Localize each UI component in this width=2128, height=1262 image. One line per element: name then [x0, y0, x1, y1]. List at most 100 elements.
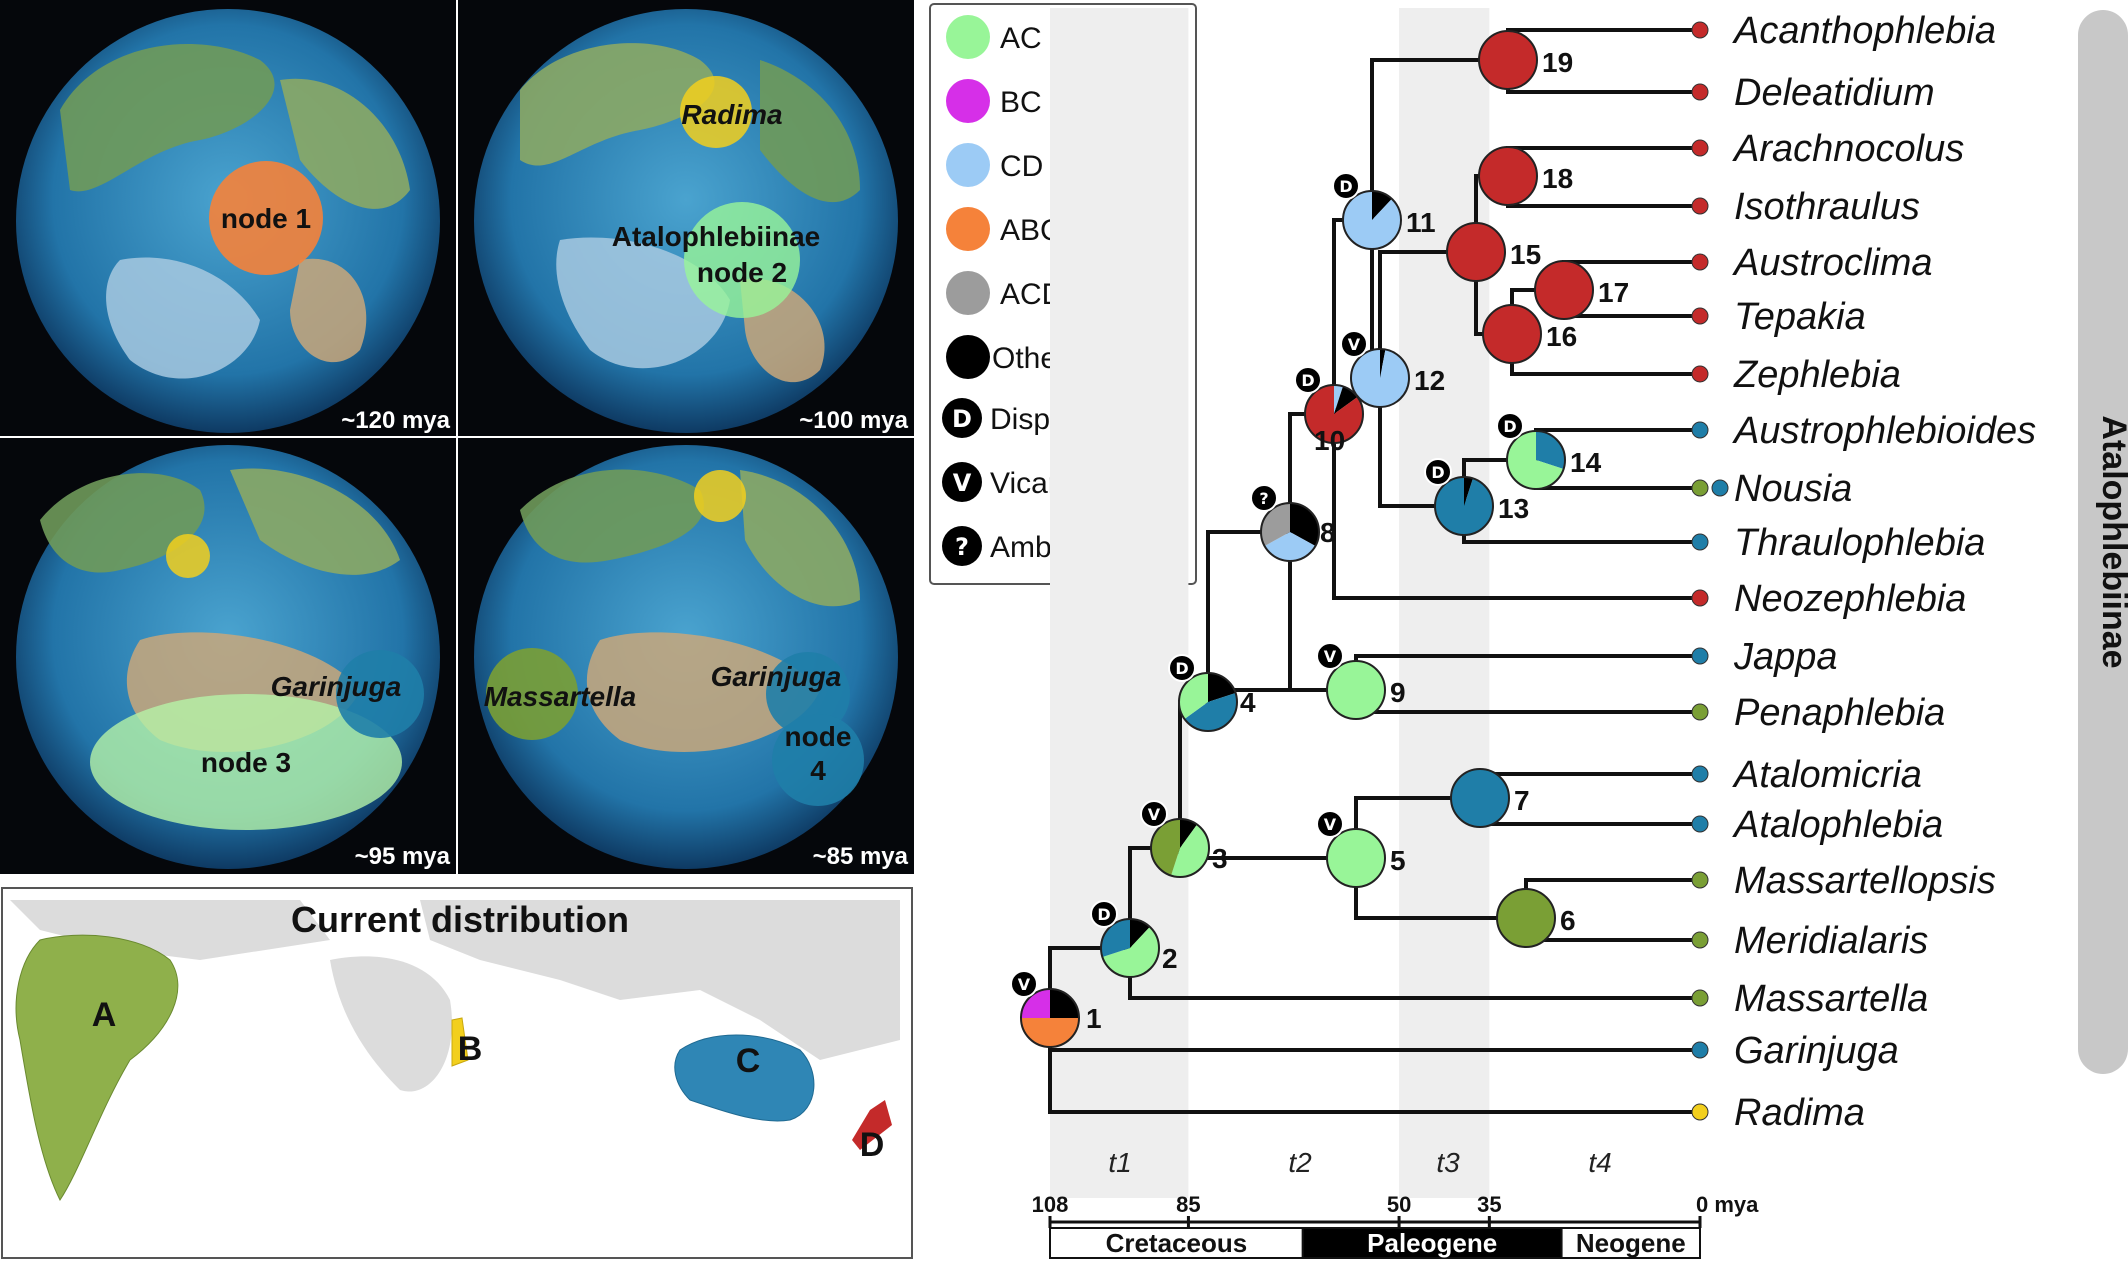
node-pie-4: [1178, 672, 1238, 732]
node-number-15: 15: [1510, 239, 1541, 270]
tip-area-dot: [1691, 871, 1709, 889]
node-number-10: 10: [1314, 425, 1345, 456]
globe-label-node-3: node 3: [201, 747, 291, 778]
branch-node-7: [1478, 798, 1700, 826]
taxon-label: Tepakia: [1734, 296, 1866, 338]
tip-area-dot: [1691, 533, 1709, 551]
node-number-5: 5: [1390, 845, 1406, 876]
node-pie-9: [1326, 660, 1386, 720]
node-number-4: 4: [1240, 687, 1256, 718]
node-pie-16: [1482, 304, 1542, 364]
node-number-9: 9: [1390, 677, 1406, 708]
globe-label-node-4a: node: [785, 721, 852, 752]
branch-node-7: [1478, 772, 1700, 798]
taxon-label: Garinjuga: [1734, 1030, 1899, 1072]
phylogeny: Acanthophlebia Deleatidium Arachnocolus Iso…: [1010, 8, 2036, 1259]
event-badge-5: [1316, 810, 1344, 838]
legend-swatch-6: [946, 335, 990, 379]
globe-label-massartella: Massartella: [484, 681, 637, 712]
branch-node-11: [1370, 58, 1508, 220]
tip-area-dot: [1691, 197, 1709, 215]
map-label-d: D: [860, 1126, 885, 1164]
tip-area-dot: [1691, 703, 1709, 721]
tip-area-dot: [1691, 253, 1709, 271]
node-number-18: 18: [1542, 163, 1573, 194]
clade-label: Atalophlebiinae: [2095, 415, 2128, 668]
event-badge-symbol-13: D: [1431, 463, 1444, 482]
globe-label-node-1: node 1: [221, 203, 311, 234]
branch-radima: [1048, 1018, 1700, 1114]
node-3-area-bubble: [90, 694, 402, 830]
node-pie-17: [1534, 260, 1594, 320]
taxon-label: Deleatidium: [1734, 72, 1935, 114]
radima-area-bubble: [166, 534, 210, 578]
node-pie-7: [1450, 768, 1510, 828]
globe-panel-2: Radima Atalophlebiinae node 2 ~100 mya: [458, 0, 914, 436]
globe-label-garinjuga: Garinjuga: [271, 671, 402, 702]
node-pie-18: [1478, 146, 1538, 206]
node-pie-1: [1020, 988, 1080, 1048]
map-label-b: B: [458, 1030, 483, 1068]
period-box-1: [1049, 1227, 1304, 1259]
current-distribution-map: Current distribution A B C D: [1, 887, 913, 1259]
taxon-label: Acanthophlebia: [1732, 10, 1996, 52]
event-badge-13: [1424, 458, 1452, 486]
node-number-3: 3: [1212, 843, 1228, 874]
legend-event-symbol-3: ?: [955, 533, 969, 561]
globe-label-atalophlebiinae: Atalophlebiinae: [612, 221, 820, 252]
legend-event-symbol-1: D: [952, 405, 972, 433]
radima-area-bubble: [680, 76, 752, 148]
taxon-label: Neozephlebia: [1734, 578, 1966, 620]
globe-age-95: ~95 mya: [355, 843, 451, 870]
tip-area-dot: [1691, 1103, 1709, 1121]
tip-area-dot: [1711, 479, 1729, 497]
node-number-7: 7: [1514, 785, 1530, 816]
node-pie-12: [1350, 348, 1410, 408]
event-badge-8: [1250, 484, 1278, 512]
node-pie-5: [1326, 828, 1386, 888]
node-4-area-bubble: [772, 714, 864, 806]
taxon-label: Massartellopsis: [1734, 860, 1996, 902]
event-badge-symbol-5: V: [1324, 815, 1337, 834]
time-axis-label: 85: [1176, 1192, 1200, 1217]
period-label-3: Neogene: [1576, 1228, 1686, 1258]
event-badge-10: [1294, 366, 1322, 394]
node-pie-10: [1304, 384, 1364, 444]
taxon-label: Arachnocolus: [1732, 128, 1964, 170]
node-2-area-bubble: [684, 202, 800, 318]
event-badge-symbol-10: D: [1301, 371, 1314, 390]
tip-area-dot: [1691, 21, 1709, 39]
node-number-8: 8: [1320, 517, 1336, 548]
event-badge-symbol-1: V: [1018, 975, 1031, 994]
globe-panel-3: node 3 Garinjuga ~95 mya: [0, 438, 456, 874]
tip-area-dot: [1691, 589, 1709, 607]
legend-swatch-5: [946, 271, 990, 315]
taxon-label: Atalomicria: [1732, 754, 1922, 796]
period-label-1: Cretaceous: [1106, 1228, 1248, 1258]
legend-swatch-3: [946, 143, 990, 187]
time-axis-label: 108: [1032, 1192, 1069, 1217]
legend-event-symbol-2: V: [953, 469, 972, 497]
taxon-label: Austrophlebioides: [1732, 410, 2036, 452]
tip-area-dot: [1691, 83, 1709, 101]
area-d-new-zealand: [852, 1100, 892, 1150]
node-pie-14: [1506, 430, 1566, 490]
tip-area-dot: [1691, 1041, 1709, 1059]
taxon-label: Thraulophlebia: [1734, 522, 1985, 564]
node-pie-19: [1478, 30, 1538, 90]
taxon-label: Atalophlebia: [1732, 804, 1943, 846]
globe-age-100: ~100 mya: [799, 407, 908, 434]
event-badge-symbol-14: D: [1503, 417, 1516, 436]
tip-area-dot: [1691, 307, 1709, 325]
globe-panel-1: node 1 ~120 mya: [0, 0, 456, 436]
taxon-label: Nousia: [1734, 468, 1852, 510]
taxon-label: Austroclima: [1732, 242, 1933, 284]
node-number-13: 13: [1498, 493, 1529, 524]
time-axis-label: 0 mya: [1696, 1192, 1759, 1217]
event-badge-14: [1496, 412, 1524, 440]
node-pie-6: [1496, 888, 1556, 948]
taxon-label: Meridialaris: [1734, 920, 1928, 962]
legend-label-3: CD: [1000, 150, 1043, 183]
interval-label-4: t4: [1588, 1147, 1611, 1178]
